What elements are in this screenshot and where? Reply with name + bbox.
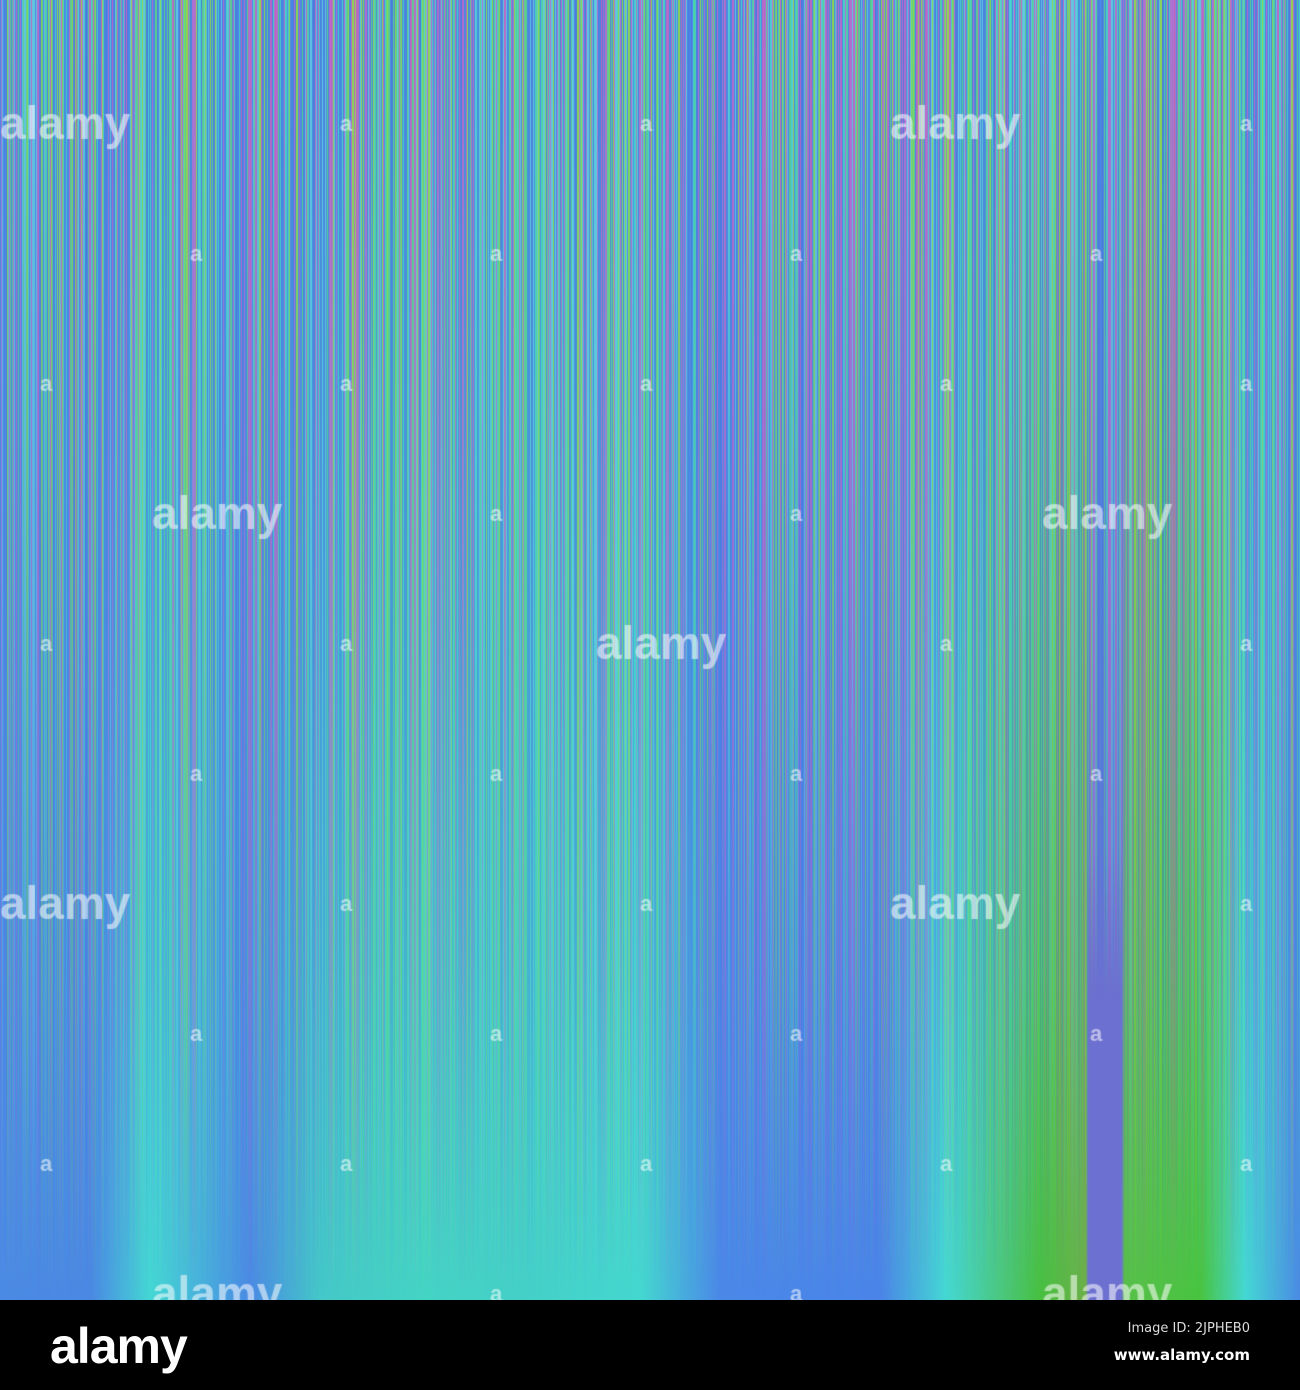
image-id: Image ID: 2JPHEB0 bbox=[1127, 1321, 1250, 1336]
alamy-logo: alamy bbox=[50, 1318, 188, 1374]
website-url: www.alamy.com bbox=[1113, 1346, 1250, 1364]
footer-bar bbox=[0, 1300, 1300, 1390]
abstract-vertical-stripes-image bbox=[0, 0, 1300, 1300]
